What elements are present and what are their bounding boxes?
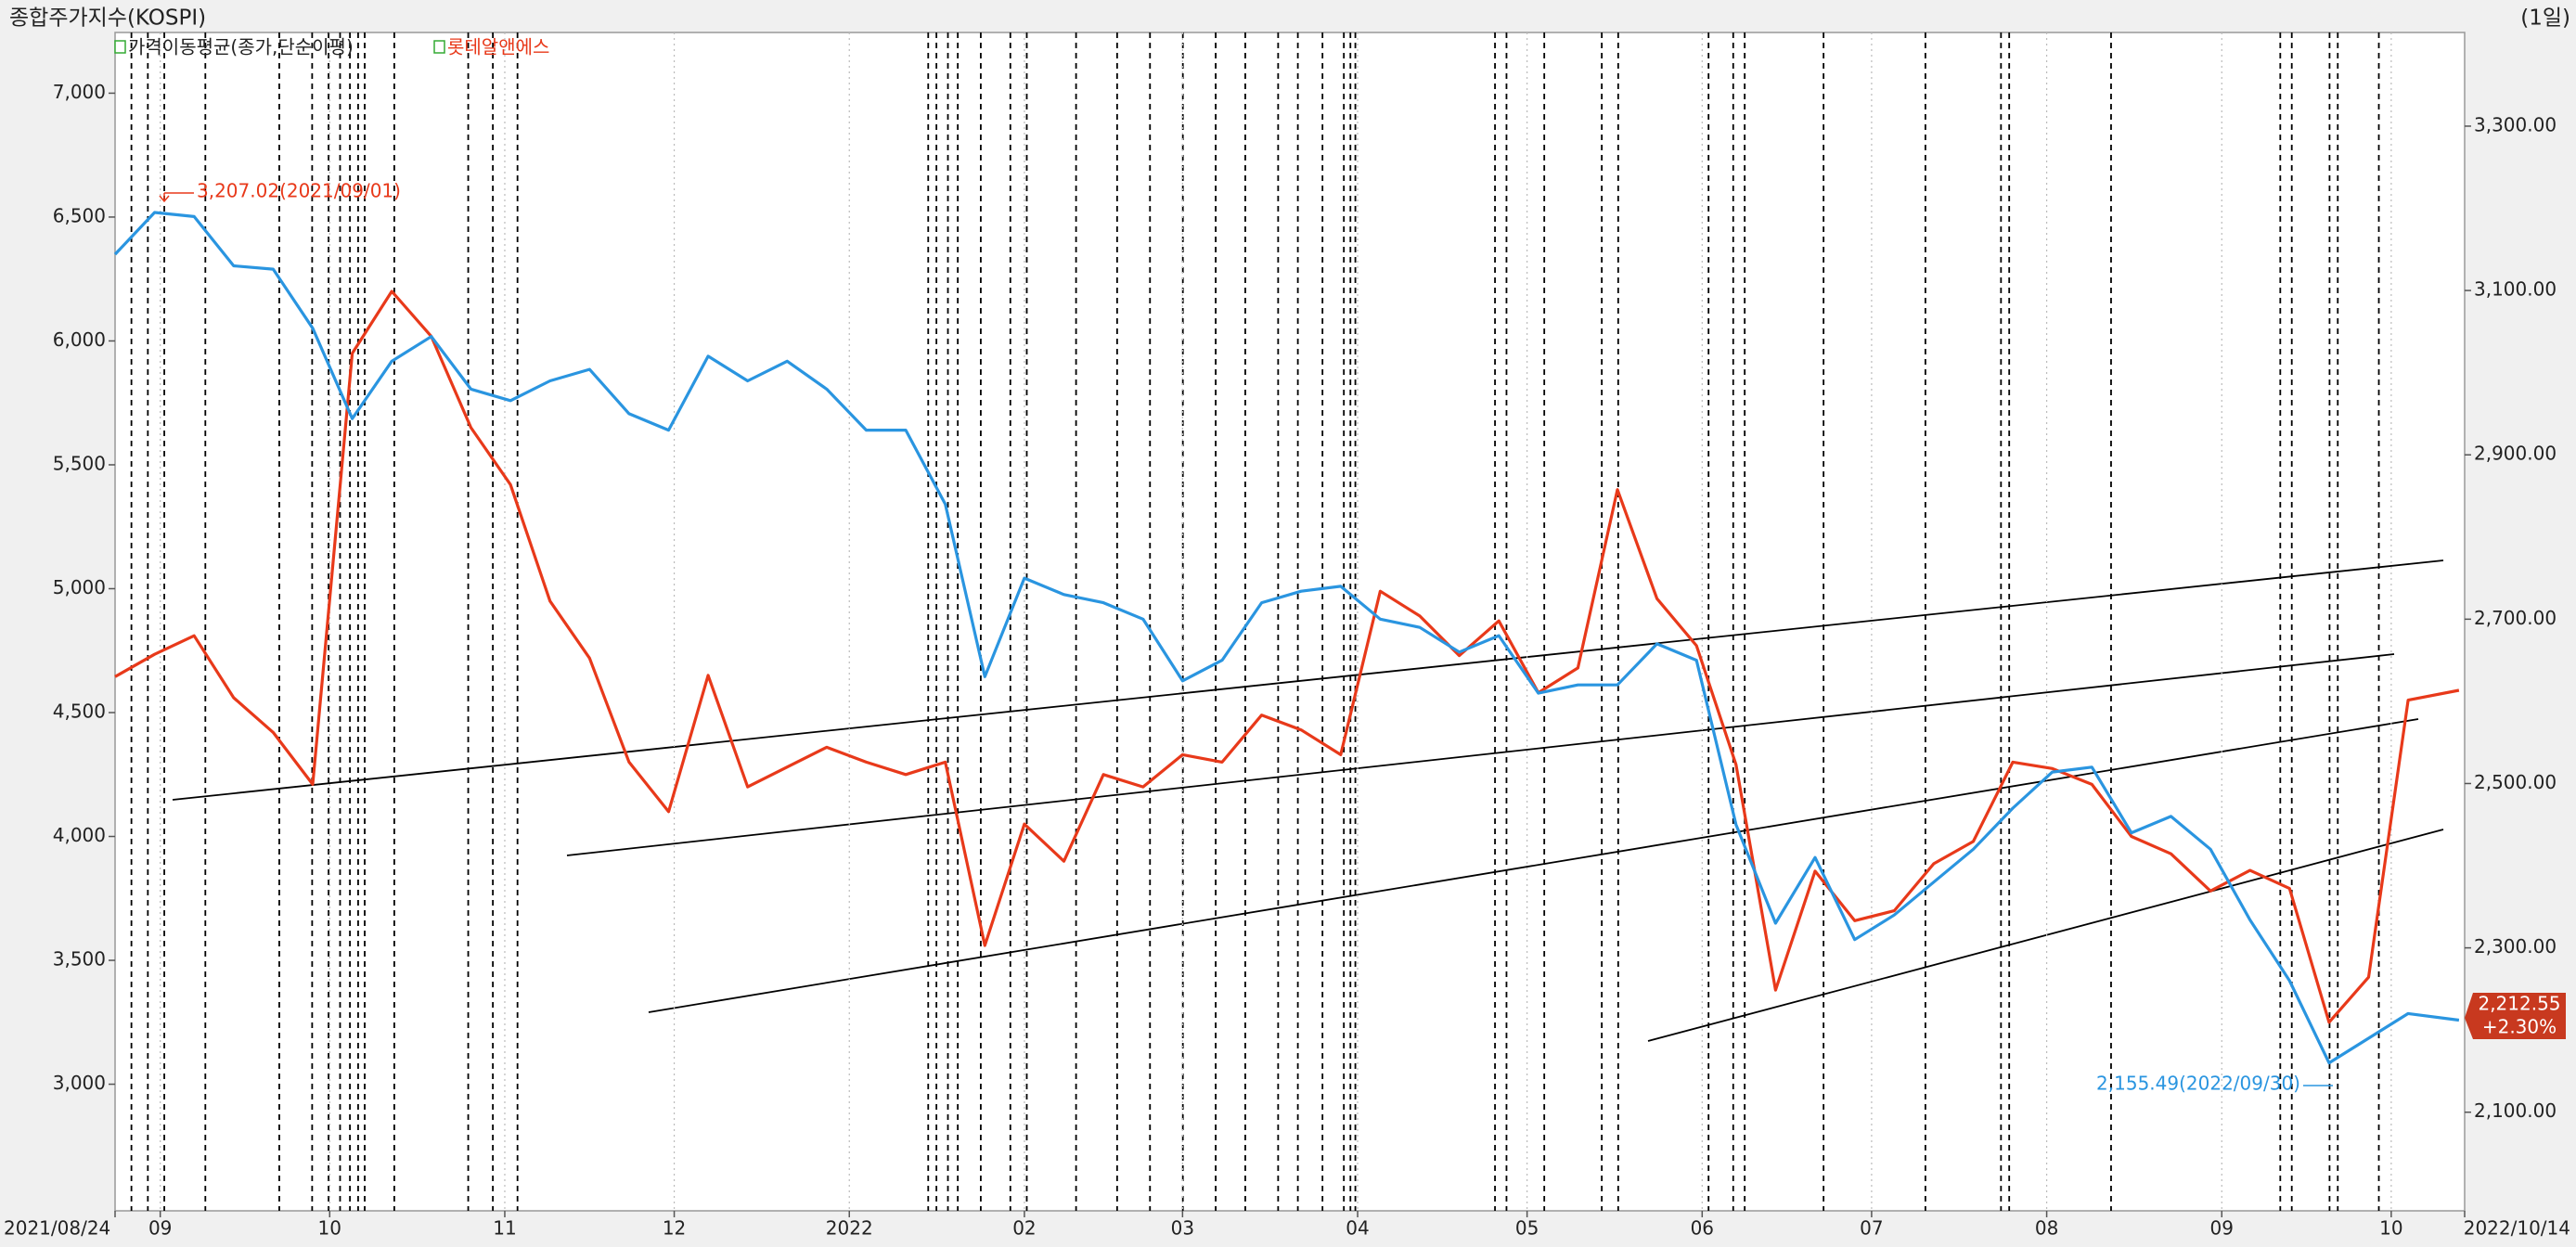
x-tick-label: 09 — [2210, 1217, 2234, 1240]
y2-tick-label: 3,300.00 — [2474, 113, 2557, 135]
last-value: 2,212.55 — [2478, 993, 2560, 1015]
x-tick-label: 03 — [1171, 1217, 1194, 1240]
trend-line — [566, 653, 2395, 856]
legend-checkbox[interactable] — [114, 40, 126, 54]
trend-line — [172, 559, 2444, 801]
y2-tick-label: 3,100.00 — [2474, 278, 2557, 301]
legend-indicator: 가격이동평균(종가,단순이평) — [128, 36, 354, 58]
y-tick-label: 6,500 — [53, 204, 106, 226]
x-tick-label: 12 — [663, 1217, 686, 1240]
x-tick-label: 05 — [1515, 1217, 1539, 1240]
x-tick-label: 11 — [493, 1217, 516, 1240]
y2-tick-label: 2,100.00 — [2474, 1099, 2557, 1122]
x-tick-label: 09 — [148, 1217, 172, 1240]
y-tick-label: 5,500 — [53, 452, 106, 474]
legend-checkbox[interactable] — [433, 40, 445, 54]
trend-line — [648, 718, 2419, 1013]
y-tick-label: 5,000 — [53, 576, 106, 598]
x-tick-label: 07 — [1860, 1217, 1883, 1240]
last-change: +2.30% — [2482, 1016, 2557, 1038]
y-tick-label: 4,000 — [53, 824, 106, 846]
y2-tick-label: 2,500.00 — [2474, 771, 2557, 793]
annotation-arrow — [159, 193, 170, 203]
y-tick-label: 7,000 — [53, 81, 106, 103]
x-tick-label: 08 — [2035, 1217, 2058, 1240]
x-tick-label: 06 — [1691, 1217, 1714, 1240]
trend-lines — [172, 559, 2444, 1042]
y-tick-label: 6,000 — [53, 328, 106, 351]
y-tick-label: 4,500 — [53, 701, 106, 723]
annotation: 2,155.49(2022/09/30) — [2096, 1073, 2300, 1095]
trend-line — [1647, 829, 2444, 1042]
chart-title: 종합주가지수(KOSPI) — [9, 6, 206, 31]
last-value-box — [2465, 993, 2566, 1039]
plot-area — [114, 32, 2466, 1212]
series-line — [113, 211, 2460, 1065]
y2-tick-label: 2,700.00 — [2474, 607, 2557, 629]
annotation: 3,207.02(2021/09/01) — [197, 180, 401, 202]
x-tick-label: 2021/08/24 — [4, 1217, 110, 1240]
x-tick-label: 10 — [2379, 1217, 2402, 1240]
x-tick-label: 02 — [1012, 1217, 1036, 1240]
x-tick-label: 2022/10/14 — [2464, 1217, 2570, 1240]
period-label: (1일) — [2520, 6, 2570, 31]
y2-tick-label: 2,300.00 — [2474, 935, 2557, 958]
y-tick-label: 3,500 — [53, 948, 106, 971]
x-tick-label: 10 — [318, 1217, 341, 1240]
event-lines — [130, 32, 2380, 1211]
x-tick-label: 04 — [1346, 1217, 1369, 1240]
y-tick-label: 3,000 — [53, 1072, 106, 1094]
legend-entry: 롯데알앤에스 — [447, 36, 549, 58]
y2-tick-label: 2,900.00 — [2474, 443, 2557, 465]
x-tick-label: 2022 — [826, 1217, 873, 1240]
